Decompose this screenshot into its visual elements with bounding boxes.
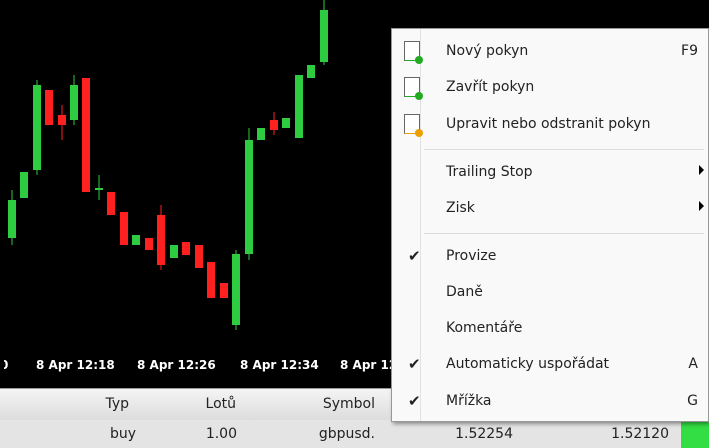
item-label: Upravit nebo odstranit pokyn bbox=[446, 116, 651, 132]
menu-item[interactable]: Zavřít pokyn bbox=[392, 73, 708, 103]
menu-item[interactable]: ✔ Mřížka G bbox=[392, 387, 708, 417]
item-label: Provize bbox=[446, 248, 497, 264]
item-label: Komentáře bbox=[446, 320, 523, 336]
item-shortcut: G bbox=[687, 393, 698, 409]
candle bbox=[132, 235, 140, 245]
item-shortcut: A bbox=[688, 356, 698, 372]
icon-badge bbox=[415, 56, 423, 64]
cell: buy bbox=[109, 426, 136, 442]
candle bbox=[182, 242, 190, 255]
candle bbox=[257, 128, 265, 140]
menu-item[interactable]: Upravit nebo odstranit pokyn bbox=[392, 110, 708, 140]
item-label: Automaticky uspořádat bbox=[446, 356, 610, 372]
candle bbox=[295, 75, 303, 138]
time-label: 8 Apr 12 bbox=[340, 358, 398, 372]
candle bbox=[207, 262, 215, 298]
cell: 1.52254 bbox=[455, 426, 513, 442]
candle bbox=[70, 85, 78, 120]
check-mark: ✔ bbox=[408, 247, 421, 265]
candle bbox=[157, 215, 165, 265]
candle bbox=[33, 85, 41, 170]
item-label: Trailing Stop bbox=[446, 164, 533, 180]
item-label: Nový pokyn bbox=[446, 43, 529, 59]
icon-badge bbox=[415, 129, 423, 137]
context-menu: Nový pokyn F9 Zavřít pokyn Upravit nebo ods… bbox=[391, 28, 709, 422]
menu-item[interactable]: ✔ Provize bbox=[392, 242, 708, 272]
separator bbox=[424, 149, 704, 150]
menu-item[interactable]: Trailing Stop bbox=[392, 158, 708, 188]
icon-badge bbox=[415, 92, 423, 100]
time-label: 0 bbox=[0, 358, 9, 372]
candle bbox=[245, 140, 253, 254]
menu-item[interactable]: Daně bbox=[392, 278, 708, 308]
item-icon bbox=[404, 41, 423, 64]
candle bbox=[82, 78, 90, 192]
item-label: Daně bbox=[446, 284, 483, 300]
table-row[interactable]: buy 1.00 gbpusd. 1.52254 1.52120 bbox=[0, 420, 709, 448]
candle bbox=[195, 245, 203, 268]
candle bbox=[232, 254, 240, 325]
check-mark: ✔ bbox=[408, 392, 421, 410]
candle bbox=[8, 200, 16, 238]
submenu-arrow bbox=[699, 201, 704, 211]
item-icon bbox=[404, 77, 423, 100]
candle bbox=[145, 238, 153, 250]
candle bbox=[282, 118, 290, 128]
item-label: Mřížka bbox=[446, 393, 492, 409]
candle bbox=[95, 188, 103, 190]
candle bbox=[20, 172, 28, 198]
item-label: Zavřít pokyn bbox=[446, 79, 535, 95]
candle bbox=[220, 283, 228, 298]
cell: 1.52120 bbox=[611, 426, 669, 442]
menu-item[interactable]: Komentáře bbox=[392, 314, 708, 344]
menu-item[interactable]: ✔ Automaticky uspořádat A bbox=[392, 350, 708, 380]
candle bbox=[170, 245, 178, 258]
candle bbox=[120, 212, 128, 245]
cell: 1.00 bbox=[205, 426, 237, 442]
candle bbox=[58, 115, 66, 125]
separator bbox=[424, 233, 704, 234]
header-cell[interactable]: Typ bbox=[105, 396, 129, 412]
item-label: Zisk bbox=[446, 200, 475, 216]
time-label: 8 Apr 12:18 bbox=[36, 358, 115, 372]
time-label: 8 Apr 12:34 bbox=[240, 358, 319, 372]
submenu-arrow bbox=[699, 165, 704, 175]
status-cell bbox=[681, 420, 709, 448]
candle-chart bbox=[8, 0, 328, 330]
check-mark: ✔ bbox=[408, 355, 421, 373]
header-cell[interactable]: Lotů bbox=[205, 396, 236, 412]
header-cell[interactable]: Symbol bbox=[322, 396, 375, 412]
item-icon bbox=[404, 114, 423, 137]
item-shortcut: F9 bbox=[681, 43, 698, 59]
candle bbox=[45, 90, 53, 125]
time-label: 8 Apr 12:26 bbox=[137, 358, 216, 372]
menu-item[interactable]: Zisk bbox=[392, 194, 708, 224]
candle bbox=[107, 192, 115, 215]
cell: gbpusd. bbox=[318, 426, 375, 442]
menu-item[interactable]: Nový pokyn F9 bbox=[392, 37, 708, 67]
candle bbox=[320, 10, 328, 62]
candle bbox=[307, 65, 315, 78]
candle bbox=[270, 120, 278, 130]
